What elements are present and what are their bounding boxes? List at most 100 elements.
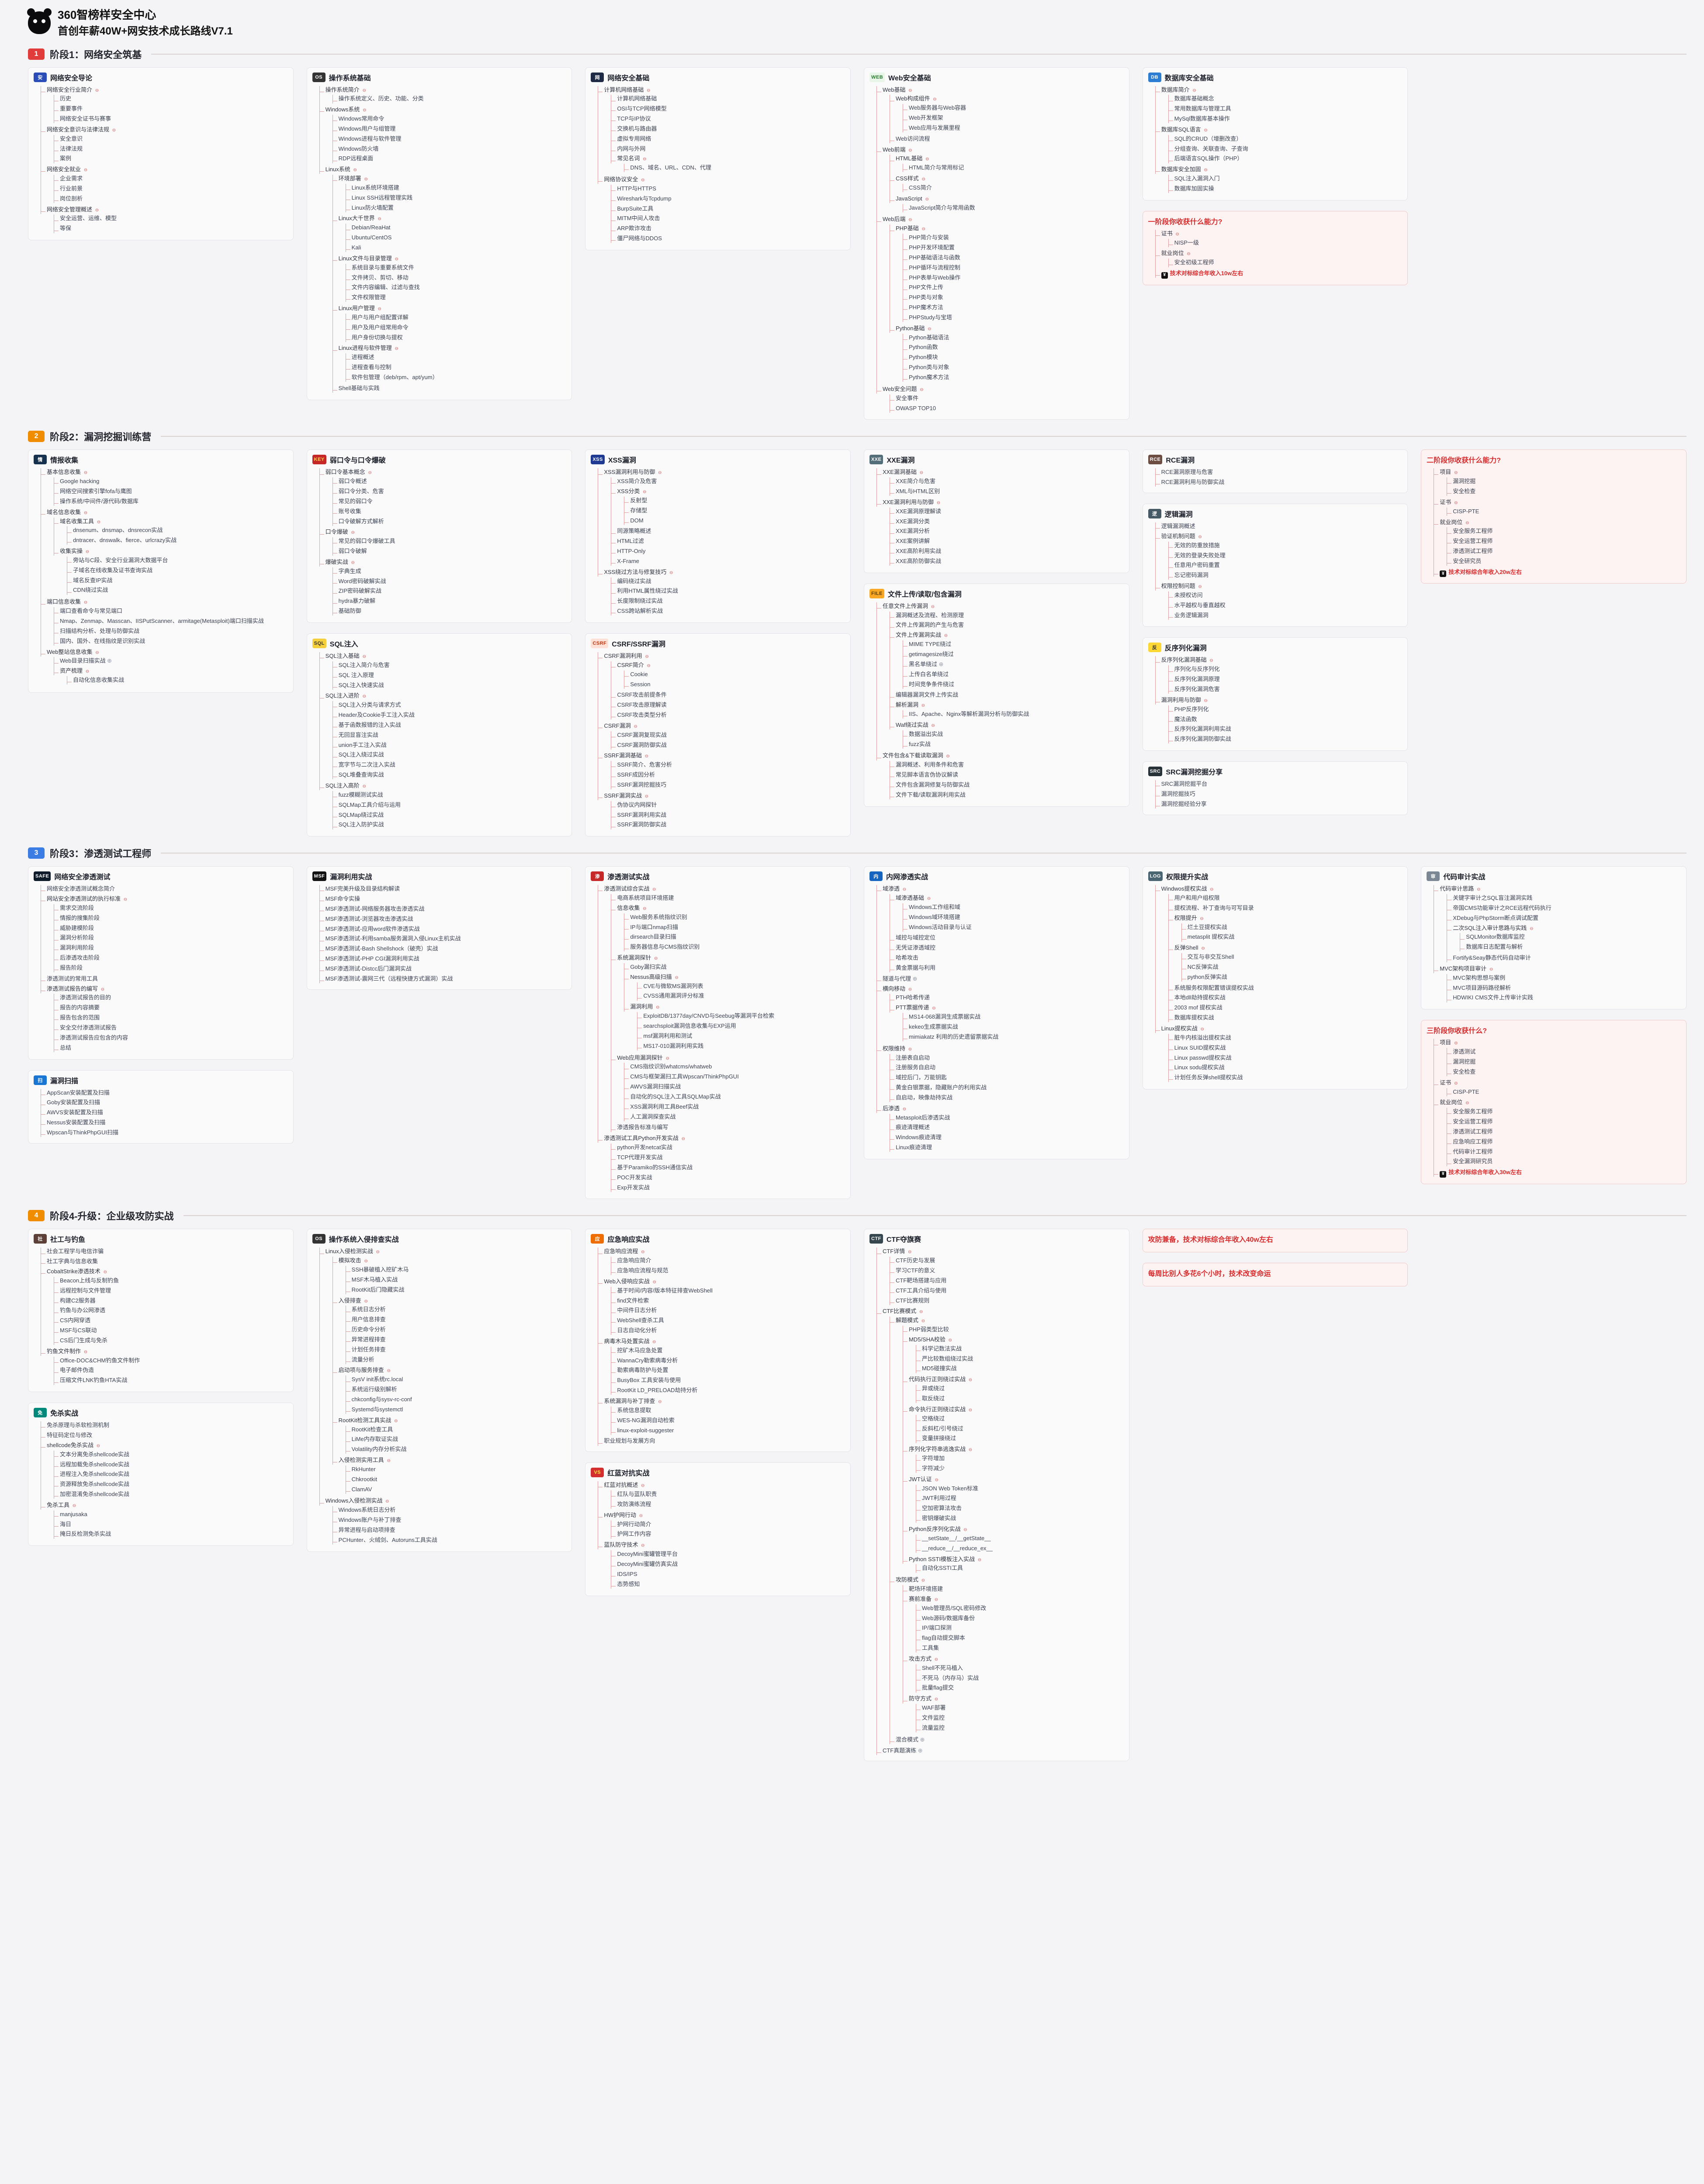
node[interactable]: 忘记密码漏洞 — [1174, 572, 1209, 579]
collapse-icon[interactable]: ⊖ — [641, 906, 647, 911]
node[interactable]: 基于Paramiko的SSH通信实战 — [617, 1164, 693, 1171]
node[interactable]: 网络安全管理概述 ⊖ — [47, 206, 99, 213]
collapse-icon[interactable]: ⊖ — [1198, 916, 1204, 921]
stage-label[interactable]: 阶段3：渗透测试工程师 — [50, 848, 152, 860]
node[interactable]: 域名信息收集 ⊖ — [47, 508, 88, 515]
node[interactable]: AppScan安装配置及扫描 — [47, 1089, 110, 1096]
branch-title[interactable]: 漏洞利用实战 — [330, 874, 372, 881]
expand-icon[interactable]: ⊕ — [937, 660, 944, 667]
node[interactable]: 长度限制绕过实战 — [617, 598, 663, 605]
node[interactable]: MSF木马植入实战 — [351, 1276, 398, 1283]
node[interactable]: 系统信息提取 — [617, 1406, 651, 1413]
node[interactable]: 横向移动 ⊖ — [882, 985, 912, 992]
node[interactable]: RkHunter — [351, 1465, 376, 1472]
node[interactable]: 文本分离免杀shellcode实战 — [60, 1451, 129, 1458]
collapse-icon[interactable]: ⊖ — [657, 1400, 662, 1404]
node[interactable]: 病毒木马处置实战 ⊖ — [604, 1337, 656, 1344]
node[interactable]: 任意用户密码重置 — [1174, 562, 1220, 569]
collapse-icon[interactable]: ⊖ — [931, 1006, 936, 1011]
node[interactable]: 数据溢出实战 — [908, 730, 943, 737]
node[interactable]: 网络协议安全 ⊖ — [604, 176, 645, 183]
node[interactable]: PHP类与对象 — [908, 294, 943, 301]
node[interactable]: 安全运营、运维、模型 — [60, 215, 117, 222]
node[interactable]: CobaltStrike渗透技术 ⊖ — [47, 1268, 107, 1275]
collapse-icon[interactable]: ⊖ — [361, 694, 366, 699]
branch-title[interactable]: 数据库安全基础 — [1164, 74, 1214, 82]
node[interactable]: 权限控制问题 ⊖ — [1161, 583, 1202, 590]
node[interactable]: 工具集 — [921, 1645, 939, 1652]
collapse-icon[interactable]: ⊖ — [1197, 584, 1202, 590]
collapse-icon[interactable]: ⊖ — [907, 1250, 912, 1255]
node[interactable]: Linux文件与目录管理 ⊖ — [338, 255, 398, 262]
node[interactable]: 漏洞挖掘 — [1453, 1058, 1476, 1065]
node[interactable]: 电商系统项目环境搭建 — [617, 895, 674, 902]
node[interactable]: 帝国CMS功能审计之RCE远程代码执行 — [1453, 904, 1552, 911]
node[interactable]: python反弹实战 — [1187, 973, 1227, 980]
node[interactable]: mimiakatz 利用的历史遗留票据实战 — [908, 1033, 999, 1040]
node[interactable]: 反序列化漏洞原理 — [1174, 676, 1220, 683]
collapse-icon[interactable]: ⊖ — [111, 128, 116, 133]
node[interactable]: Windwos提权实战 ⊖ — [1161, 885, 1214, 892]
collapse-icon[interactable]: ⊖ — [920, 703, 925, 708]
node[interactable]: 安全服务工程师 — [1453, 528, 1493, 535]
node[interactable]: Linux防火墙配置 — [351, 204, 394, 211]
node[interactable]: Fortify&Seay静态代码自动审计 — [1453, 954, 1531, 961]
branch-title[interactable]: RCE漏洞 — [1166, 457, 1195, 465]
node[interactable]: HTML基础 ⊖ — [895, 155, 929, 162]
node[interactable]: shellcode免杀实战 ⊖ — [47, 1441, 100, 1448]
node[interactable]: PHP反序列化 — [1174, 705, 1209, 712]
collapse-icon[interactable]: ⊖ — [918, 387, 924, 392]
node[interactable]: 基于函数报错的注入实战 — [338, 721, 401, 728]
collapse-icon[interactable]: ⊖ — [385, 1368, 391, 1374]
collapse-icon[interactable]: ⊖ — [1191, 88, 1196, 93]
node[interactable]: 计划任务反弹shell提权实战 — [1174, 1074, 1243, 1081]
collapse-icon[interactable]: ⊖ — [1202, 168, 1208, 173]
node[interactable]: CMS指纹识别whatcms/whatweb — [630, 1063, 712, 1070]
node[interactable]: NC反弹实战 — [1187, 963, 1219, 970]
node[interactable]: OWASP TOP10 — [895, 404, 936, 411]
collapse-icon[interactable]: ⊖ — [1174, 232, 1179, 237]
stage-label[interactable]: 阶段4-升级：企业级攻防实战 — [50, 1211, 174, 1222]
node[interactable]: RootKit检查工具 — [351, 1426, 393, 1433]
node[interactable]: CSS跨站解析实战 — [617, 608, 663, 615]
node[interactable]: SQL注入快速实战 — [338, 681, 384, 688]
node[interactable]: SQLMap绕过实战 — [338, 811, 384, 818]
node[interactable]: 历史命令分析 — [351, 1326, 386, 1333]
node[interactable]: 远程控制与文件管理 — [60, 1287, 111, 1294]
node[interactable]: 需求交流阶段 — [60, 904, 94, 911]
node[interactable]: 蓝队防守技术 ⊖ — [604, 1541, 645, 1548]
collapse-icon[interactable]: ⊖ — [361, 654, 366, 659]
node[interactable]: Web前端 ⊖ — [882, 146, 912, 153]
node[interactable]: Web构成组件 ⊖ — [895, 95, 937, 102]
node[interactable]: JWT利用过程 — [921, 1495, 956, 1502]
node[interactable]: union手工注入实战 — [338, 741, 387, 748]
node[interactable]: dnsenum、dnsmap、dnsrecon实战 — [73, 527, 163, 534]
node[interactable]: HTML过滤 — [617, 538, 644, 545]
collapse-icon[interactable]: ⊖ — [1528, 926, 1534, 931]
node[interactable]: Cookie — [630, 670, 648, 677]
expand-icon[interactable]: ⊕ — [105, 657, 112, 664]
node[interactable]: dntracer、dnswalk、fierce、urlcrazy实战 — [73, 537, 177, 544]
branch-title[interactable]: SQL注入 — [329, 641, 358, 648]
node[interactable]: 常用数据库与管理工具 — [1174, 105, 1231, 112]
collapse-icon[interactable]: ⊖ — [644, 654, 649, 659]
node[interactable]: Linux进程与软件管理 ⊖ — [338, 345, 398, 352]
node[interactable]: 代码执行正则绕过实战 ⊖ — [908, 1376, 973, 1383]
collapse-icon[interactable]: ⊖ — [361, 784, 366, 789]
collapse-icon[interactable]: ⊖ — [920, 177, 925, 182]
collapse-icon[interactable]: ⊖ — [645, 88, 651, 93]
node[interactable]: XXE漏洞分类 — [895, 518, 930, 525]
node[interactable]: Windows防火墙 — [338, 145, 379, 152]
node[interactable]: metasplit 提权实战 — [1187, 933, 1235, 940]
node[interactable]: SQL堆叠查询实战 — [338, 771, 384, 778]
node[interactable]: 取反绕过 — [921, 1395, 945, 1402]
node[interactable]: Shell不死马植入 — [921, 1664, 963, 1671]
node[interactable]: Web安全问题 ⊖ — [882, 385, 924, 392]
branch-title[interactable]: 逻辑漏洞 — [1164, 511, 1193, 519]
node[interactable]: 异常进程与启动项排查 — [338, 1526, 395, 1533]
node[interactable]: 报告包含的范围 — [60, 1014, 100, 1021]
collapse-icon[interactable]: ⊖ — [967, 1448, 973, 1453]
node[interactable]: 安全研究员 — [1453, 557, 1482, 564]
node[interactable]: 防守方式 ⊖ — [908, 1695, 939, 1702]
collapse-icon[interactable]: ⊖ — [1197, 534, 1202, 539]
